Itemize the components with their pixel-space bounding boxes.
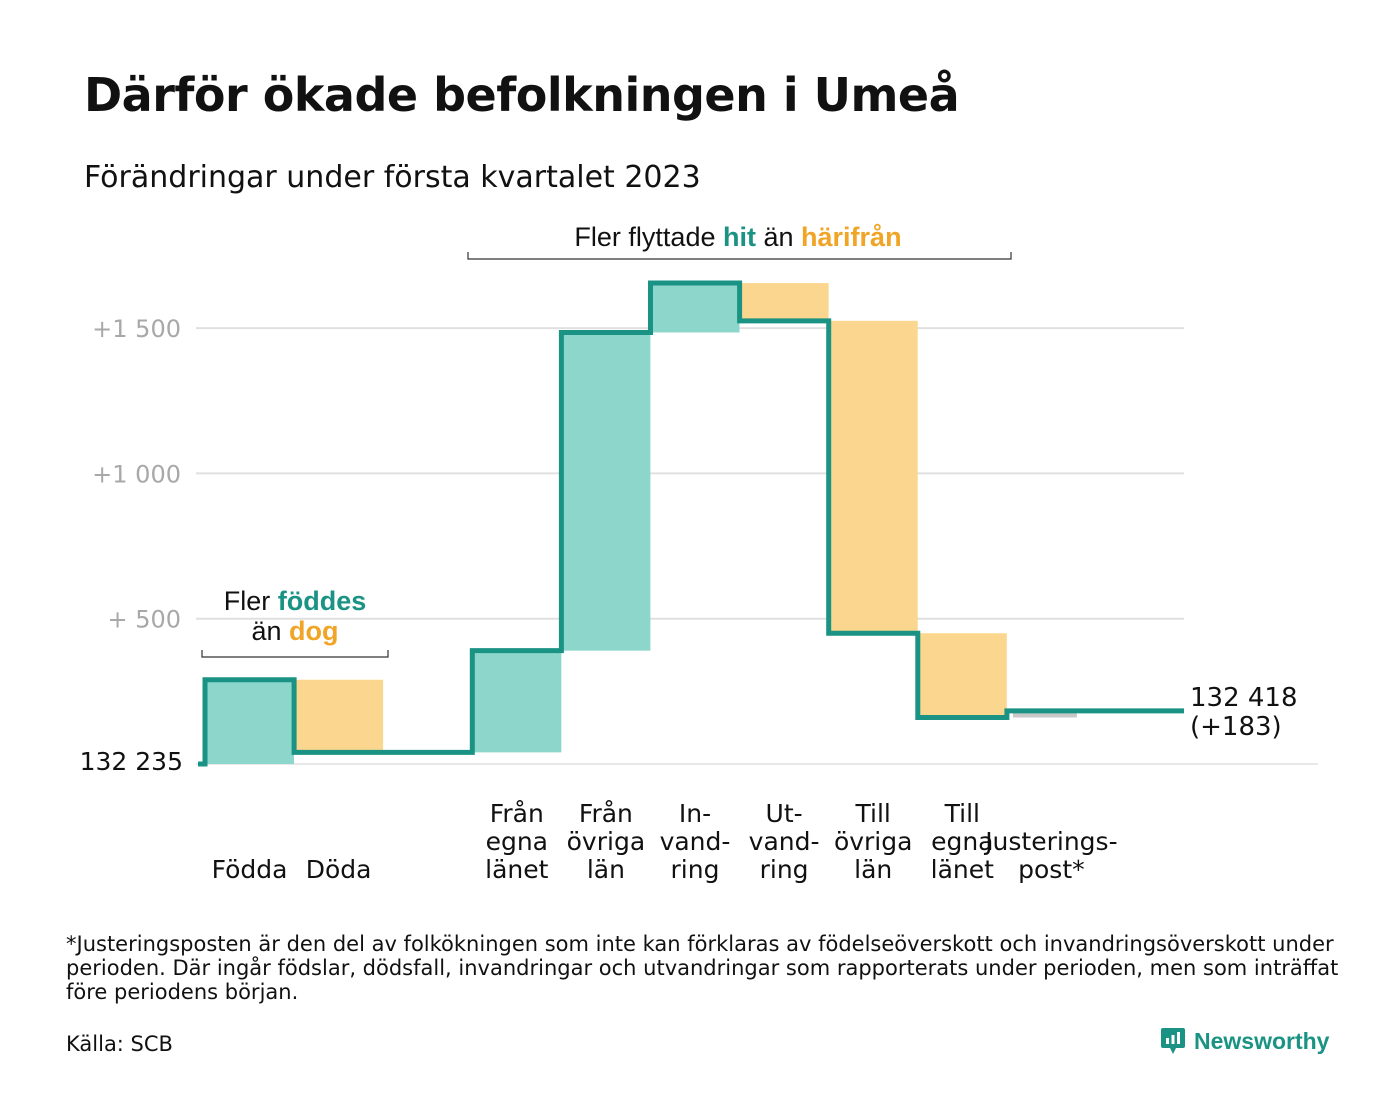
category-label: länet	[931, 855, 994, 884]
category-label: län	[587, 855, 625, 884]
cumulative-step-line	[198, 280, 1184, 767]
annotation-harifran: härifrån	[801, 222, 902, 252]
category-label: post*	[1018, 855, 1085, 884]
annotation-bracket-migration	[467, 252, 1012, 260]
newsworthy-logo[interactable]: Newsworthy	[1160, 1026, 1329, 1056]
waterfall-bar	[205, 679, 294, 764]
category-label: egna	[931, 827, 993, 856]
waterfall-bar	[1012, 710, 1077, 718]
y-tick-label: +1 500	[92, 315, 181, 343]
end-change-label: (+183)	[1190, 712, 1282, 742]
category-label: egna	[486, 827, 548, 856]
waterfall-bar	[828, 320, 918, 634]
waterfall-bar	[472, 650, 562, 753]
waterfall-bar	[650, 283, 740, 333]
category-label: övriga	[567, 827, 646, 856]
category-label: vand-	[660, 827, 731, 856]
annotation-fler: Fler	[224, 586, 278, 616]
waterfall-bar	[917, 633, 1007, 718]
annotation-foddes: föddes	[278, 586, 367, 616]
footnote: *Justeringsposten är den del av folkökni…	[66, 932, 1339, 1004]
waterfall-bar	[739, 283, 829, 321]
category-label: Ut-	[766, 799, 803, 828]
annotation-migration-middle: än	[756, 222, 801, 252]
y-tick-label: + 500	[107, 606, 181, 634]
category-label: övriga	[834, 827, 913, 856]
category-label: ring	[760, 855, 809, 884]
annotation-bracket-births	[201, 650, 389, 658]
annotation-migration: Fler flyttade hit än härifrån	[467, 222, 1012, 260]
chart-subtitle: Förändringar under första kvartalet 2023	[84, 160, 701, 195]
newsworthy-logo-text: Newsworthy	[1194, 1027, 1330, 1054]
category-label: Födda	[212, 855, 288, 884]
svg-text:Fler flyttade hit än härifrån: Fler flyttade hit än härifrån	[574, 222, 901, 252]
annotation-hit: hit	[723, 222, 756, 252]
end-value-label: 132 418	[1190, 683, 1298, 713]
start-value-label: 132 235	[80, 747, 183, 776]
category-label: Till	[855, 799, 891, 828]
category-label: Till	[944, 799, 980, 828]
category-label: vand-	[749, 827, 820, 856]
svg-text:än dog: än dog	[251, 616, 338, 646]
waterfall-bar	[561, 332, 651, 651]
category-label: Från	[490, 799, 544, 828]
annotation-an: än	[251, 616, 289, 646]
annotation-births-deaths: Fler föddes än dog	[201, 586, 389, 658]
category-label: län	[854, 855, 892, 884]
category-label: Justerings-	[983, 827, 1117, 856]
source-label: Källa: SCB	[66, 1032, 173, 1056]
y-tick-label: +1 000	[92, 460, 181, 488]
chart-title: Därför ökade befolkningen i Umeå	[84, 68, 960, 122]
category-label: In-	[679, 799, 711, 828]
newsworthy-logo-icon	[1161, 1028, 1185, 1054]
category-label: Döda	[306, 855, 372, 884]
category-label: länet	[485, 855, 548, 884]
category-label: ring	[671, 855, 720, 884]
annotation-dog: dog	[289, 616, 338, 646]
svg-text:Fler föddes: Fler föddes	[224, 586, 367, 616]
annotation-migration-prefix: Fler flyttade	[574, 222, 723, 252]
waterfall-bar	[294, 679, 384, 753]
category-label: Från	[579, 799, 633, 828]
waterfall-chart: + 500+1 000+1 500 Födda DödaFrånegnalänet…	[80, 222, 1318, 884]
